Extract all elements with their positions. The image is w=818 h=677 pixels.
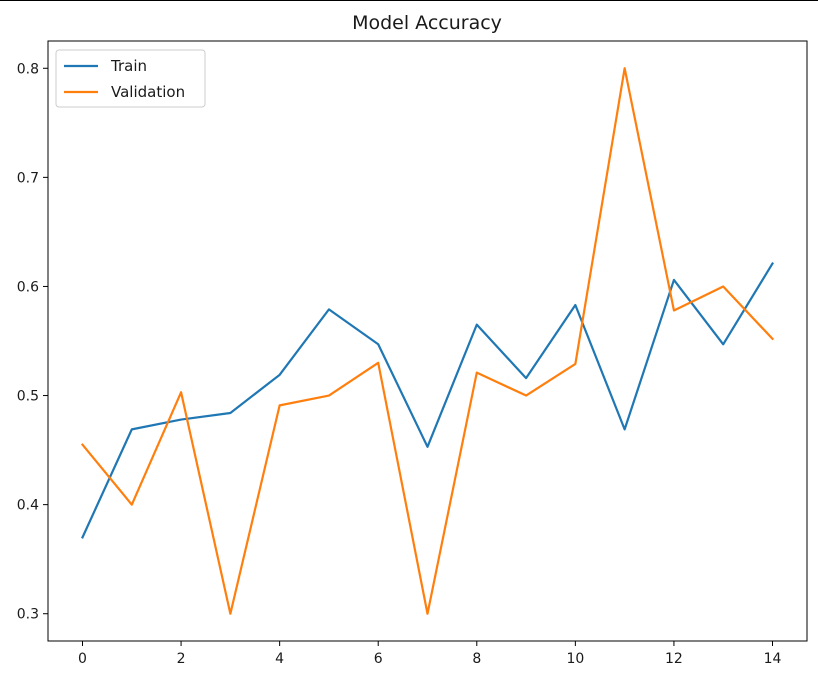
x-tick-label-14: 14 — [764, 651, 782, 667]
legend: Train Validation — [55, 49, 206, 108]
chart-title: Model Accuracy — [352, 12, 502, 34]
x-tick-label-8: 8 — [472, 651, 481, 667]
series-line-train — [81, 262, 775, 539]
x-tick-label-6: 6 — [374, 651, 383, 667]
plot-frame — [47, 40, 808, 642]
top-border — [0, 0, 818, 1]
plot-area — [80, 67, 775, 615]
axes: 0 2 4 6 8 10 12 14 0.3 0.4 0.5 0.6 0.7 0.8 — [17, 40, 808, 667]
y-tick-label-0: 0.3 — [17, 607, 39, 623]
x-tick-label-0: 0 — [78, 651, 87, 667]
y-tick-label-4: 0.7 — [17, 170, 39, 186]
x-tick-label-4: 4 — [275, 651, 284, 667]
legend-label-train: Train — [110, 57, 147, 75]
x-tick-label-2: 2 — [177, 651, 186, 667]
legend-label-validation: Validation — [111, 83, 185, 101]
y-tick-label-2: 0.5 — [17, 389, 39, 405]
x-tick-label-12: 12 — [665, 651, 683, 667]
y-tick-label-5: 0.8 — [17, 61, 39, 77]
series-line-validation — [80, 67, 775, 615]
y-tick-label-3: 0.6 — [17, 279, 39, 295]
y-tick-label-1: 0.4 — [17, 498, 39, 514]
x-tick-label-10: 10 — [566, 651, 584, 667]
